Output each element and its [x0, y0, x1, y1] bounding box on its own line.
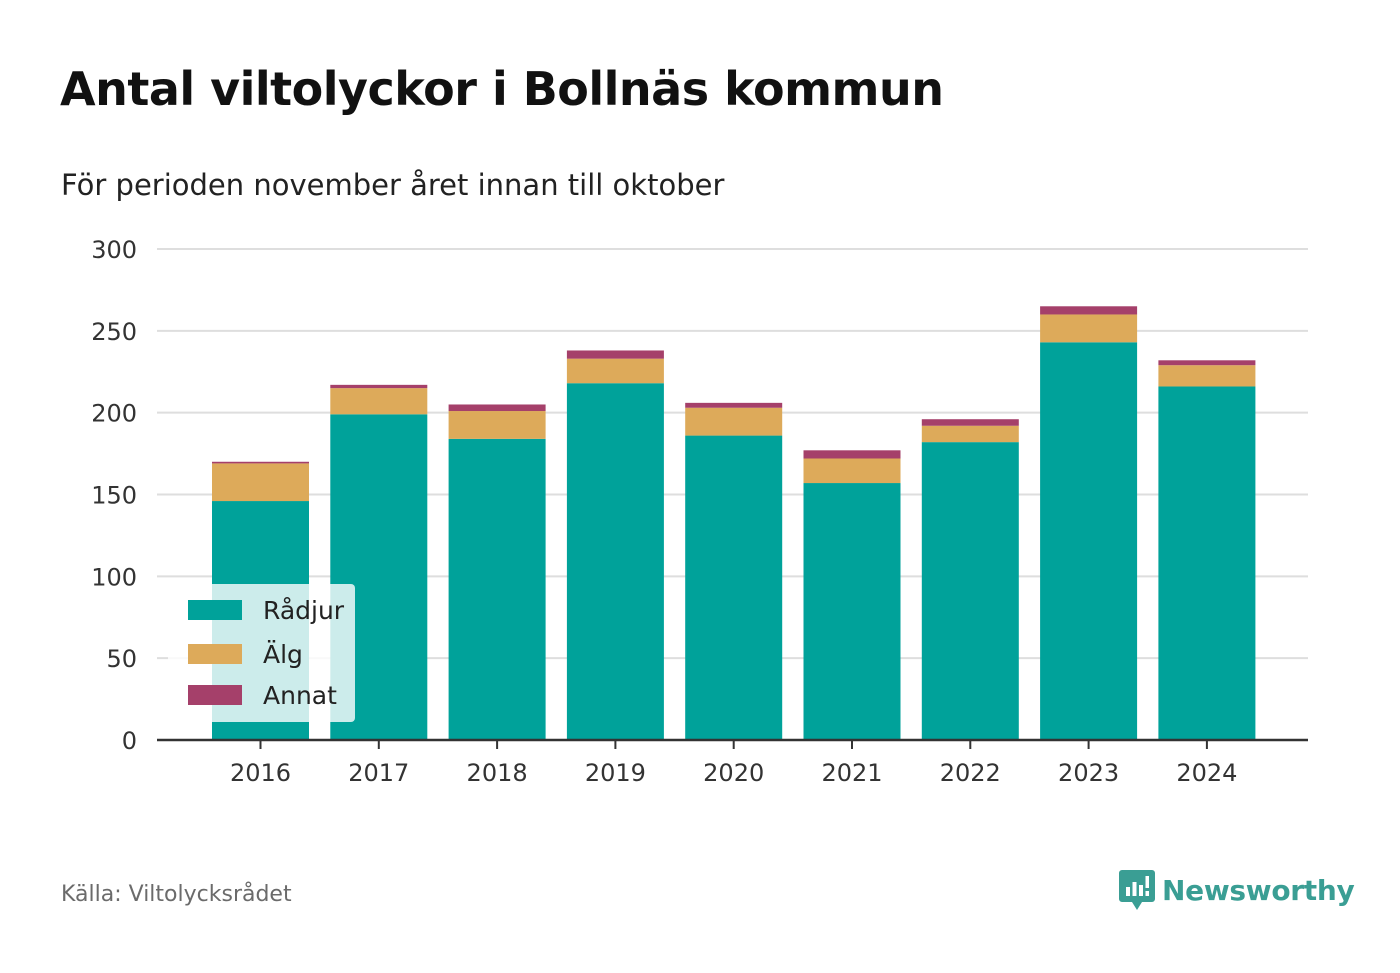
brand-name: Newsworthy: [1162, 873, 1355, 907]
y-tick-label: 0: [122, 727, 137, 755]
legend-swatch-radjur: [188, 600, 242, 620]
bar-segment: [566, 358, 664, 384]
bar-segment: [330, 384, 428, 389]
legend-label-radjur: Rådjur: [263, 595, 345, 625]
x-tick-label: 2021: [821, 759, 882, 787]
bar-segment: [803, 450, 901, 459]
x-axis-tick-labels: 2016 2017 2018 2019 2020 2021 2022 2023 2024: [230, 759, 1237, 787]
bar-segment: [1158, 360, 1256, 366]
legend-swatch-annat: [188, 685, 242, 705]
x-tick-label: 2019: [585, 759, 646, 787]
x-tick-label: 2017: [348, 759, 409, 787]
bar-segment: [448, 404, 546, 412]
y-tick-label: 200: [91, 400, 137, 428]
x-tick-label: 2016: [230, 759, 291, 787]
y-tick-label: 50: [106, 645, 137, 673]
bar-segment: [566, 383, 664, 740]
bar-segment: [921, 442, 1019, 740]
brand[interactable]: Newsworthy: [1118, 868, 1355, 912]
bar-segment: [448, 411, 546, 439]
bar-segment: [448, 438, 546, 740]
bar-segment: [685, 407, 783, 436]
x-tick-label: 2020: [703, 759, 764, 787]
legend-item-alg: Älg: [188, 639, 303, 669]
legend-label-annat: Annat: [263, 680, 337, 710]
x-tick-label: 2023: [1058, 759, 1119, 787]
bar-segment: [1158, 365, 1256, 387]
y-axis-tick-labels: 0 50 100 150 200 250 300: [91, 236, 137, 755]
bar-segment: [1158, 386, 1256, 740]
legend-label-alg: Älg: [263, 639, 303, 669]
x-tick-label: 2018: [467, 759, 528, 787]
y-tick-label: 150: [91, 482, 137, 510]
bar-segment: [1040, 306, 1138, 315]
bar-segment: [921, 425, 1019, 443]
legend-swatch-alg: [188, 644, 242, 664]
bar-segment: [921, 419, 1019, 426]
bars: [212, 306, 1256, 740]
x-tick-label: 2022: [940, 759, 1001, 787]
x-tick-label: 2024: [1176, 759, 1237, 787]
newsworthy-logo-icon: [1119, 870, 1155, 910]
x-axis: [157, 738, 1308, 749]
y-tick-label: 250: [91, 318, 137, 346]
legend-item-radjur: Rådjur: [188, 595, 344, 625]
y-tick-label: 300: [91, 236, 137, 264]
chart-subtitle: För perioden november året innan till ok…: [61, 168, 725, 202]
bar-segment: [1040, 314, 1138, 343]
bar-segment: [685, 435, 783, 740]
bar-segment: [212, 461, 309, 464]
bar-segment: [803, 483, 901, 740]
bar-segment: [803, 458, 901, 484]
y-tick-label: 100: [91, 563, 137, 591]
bar-segment: [566, 350, 664, 359]
legend: Rådjur Älg Annat: [168, 584, 355, 722]
bar-segment: [1040, 342, 1138, 740]
bar-segment: [685, 402, 783, 408]
legend-item-annat: Annat: [188, 680, 337, 710]
chart-title: Antal viltolyckor i Bollnäs kommun: [60, 62, 944, 116]
bar-segment: [212, 463, 309, 502]
bar-segment: [330, 388, 428, 415]
source-note: Källa: Viltolycksrådet: [61, 882, 292, 907]
